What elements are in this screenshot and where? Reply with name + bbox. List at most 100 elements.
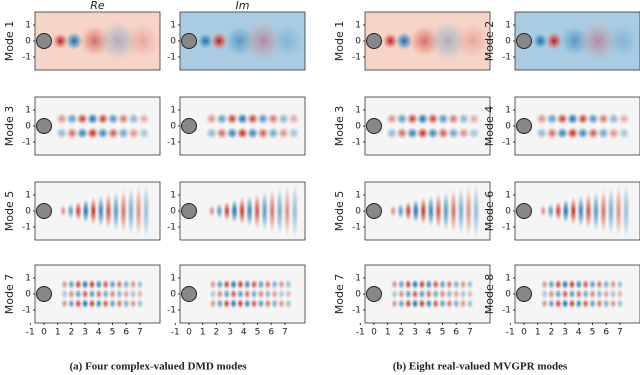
cylinder: [516, 118, 532, 134]
field-blob: [253, 192, 262, 230]
field: [515, 265, 640, 323]
field-blob: [74, 279, 83, 290]
field-blob: [65, 31, 84, 51]
field-blob: [129, 288, 137, 300]
mode-panel: 1 0 -1 Mode 6: [483, 181, 640, 241]
field-blob: [561, 288, 570, 300]
cylinder: [366, 118, 382, 134]
field-blob: [236, 126, 249, 140]
field-blob: [250, 298, 258, 309]
field-blob: [236, 112, 249, 126]
mode-panel: 1 0 -1 Mode 1: [3, 11, 161, 71]
field-blob: [243, 298, 252, 309]
y-tick-label: 1: [355, 21, 361, 31]
mode-label: Mode 3: [3, 106, 16, 146]
field-blob: [617, 126, 631, 140]
field-blob: [67, 288, 76, 300]
field-background: [35, 97, 160, 155]
field-blob: [561, 198, 570, 224]
field-blob: [581, 298, 590, 309]
field-blob: [268, 188, 277, 234]
field-blob: [457, 112, 470, 126]
field: [365, 182, 490, 240]
field-blob: [397, 279, 406, 290]
field-blob: [209, 279, 217, 290]
field-blob: [569, 196, 578, 226]
field-blob: [260, 190, 269, 232]
y-tick-label: -1: [502, 223, 511, 233]
column-header: Re: [90, 0, 105, 12]
x-tick-label: 1: [385, 328, 391, 338]
field-blob: [55, 126, 69, 140]
field-blob: [602, 298, 611, 309]
field-blob: [554, 279, 563, 290]
y-tick-label: 1: [25, 21, 31, 31]
mode-panel: 1 0 -1 Mode 3: [3, 96, 161, 156]
field-blob: [404, 279, 413, 290]
field-blob: [129, 279, 137, 290]
y-tick-label: 1: [25, 274, 31, 284]
field-blob: [205, 112, 218, 126]
y-tick-label: 0: [355, 122, 361, 132]
field-blob: [209, 298, 217, 309]
field-blob: [588, 298, 597, 309]
field-blob: [465, 279, 474, 290]
field-blob: [257, 298, 265, 309]
x-tick-label: 3: [412, 328, 418, 338]
field-blob: [66, 202, 75, 220]
field-blob: [588, 288, 597, 300]
y-tick-label: 1: [355, 106, 361, 116]
field-blob: [404, 200, 413, 222]
field-blob: [101, 279, 110, 290]
field-blob: [243, 20, 283, 62]
field-blob: [108, 298, 117, 309]
x-tick-label: -1: [356, 328, 365, 338]
field-blob: [411, 198, 420, 224]
field-blob: [225, 126, 239, 140]
field: [365, 265, 490, 323]
cylinder: [36, 286, 52, 302]
field: [35, 12, 160, 70]
y-tick-label: 1: [505, 274, 511, 284]
x-tick-label: 6: [123, 328, 129, 338]
field-blob: [256, 126, 270, 140]
y-tick-label: -1: [352, 53, 361, 63]
field-blob: [382, 32, 399, 50]
field-blob: [88, 279, 96, 290]
field-blob: [578, 20, 618, 62]
x-tick-label: -1: [26, 328, 35, 338]
field-blob: [607, 126, 620, 140]
y-tick-label: 1: [25, 191, 31, 201]
x-tick-label: 1: [535, 328, 541, 338]
field-blob: [89, 196, 98, 226]
field-blob: [566, 112, 579, 126]
field-blob: [595, 279, 604, 290]
field-blob: [607, 186, 615, 236]
x-tick-label: 1: [55, 328, 61, 338]
field-blob: [284, 279, 293, 290]
field-blob: [287, 126, 301, 140]
field-blob: [428, 20, 468, 62]
y-tick-label: 0: [25, 37, 31, 47]
y-tick-label: 0: [355, 207, 361, 217]
mode-label: Mode 2: [483, 21, 496, 61]
field-blob: [263, 298, 272, 309]
field-blob: [215, 279, 224, 290]
field-blob: [115, 298, 124, 309]
field-blob: [81, 198, 90, 224]
field-blob: [416, 112, 429, 126]
field: [515, 97, 640, 155]
field-blob: [554, 200, 563, 222]
field-blob: [135, 279, 144, 290]
cylinder: [181, 118, 197, 134]
field: [515, 12, 640, 70]
field-blob: [452, 279, 461, 290]
y-tick-label: 0: [355, 290, 361, 300]
field-blob: [588, 279, 597, 290]
field-blob: [424, 298, 433, 309]
field-blob: [135, 288, 144, 300]
field-blob: [467, 112, 481, 126]
field-blob: [411, 288, 420, 300]
field-blob: [614, 183, 623, 239]
